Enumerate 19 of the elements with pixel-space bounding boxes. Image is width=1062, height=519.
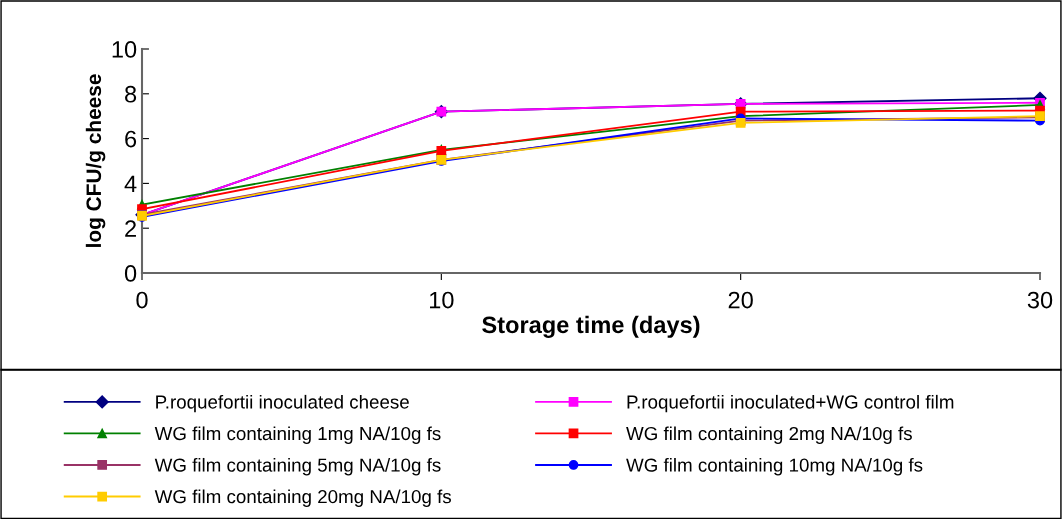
y-tick-label: 0 [124,265,137,282]
y-tick-label: 4 [124,175,137,192]
y-axis-title: log CFU/g cheese [85,74,106,247]
legend-label: P.roquefortii inoculated+WG control film [627,394,954,413]
legend-label: WG film containing 2mg NA/10g fs [626,426,912,444]
x-tick-label: 20 [728,291,753,309]
x-tick-label: 30 [1027,291,1053,309]
x-axis-title: Storage time (days) [482,315,700,338]
y-tick-label: 2 [125,220,136,237]
x-tick-label: 10 [430,291,454,309]
y-tick-label: 6 [125,130,137,148]
y-tick-label: 10 [112,41,137,58]
y-tick-label: 8 [125,85,137,103]
legend-label: WG film containing 10mg NA/10g fs [626,457,923,476]
x-tick-label: 0 [136,291,148,309]
legend-label: WG film containing 20mg NA/10g fs [154,489,451,507]
legend-label: P.roquefortii inoculated cheese [156,394,409,413]
legend-label: WG film containing 5mg NA/10g fs [154,457,441,476]
legend-label: WG film containing 1mg NA/10g fs [154,426,441,444]
